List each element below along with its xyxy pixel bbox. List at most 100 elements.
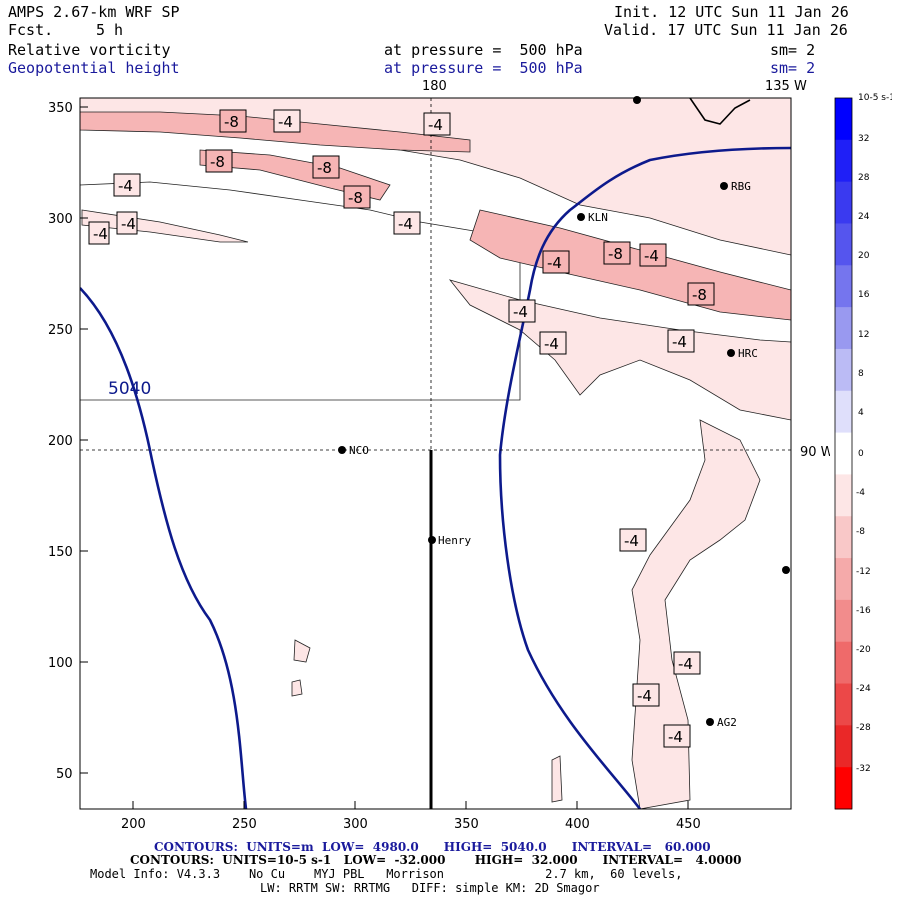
colorbar-cell	[835, 641, 852, 685]
contour-label: -8	[224, 113, 239, 131]
vort-plume-south	[631, 419, 761, 809]
colorbar-label: 12	[858, 330, 869, 340]
station-label: HRC	[738, 347, 758, 360]
field2-smoothing: sm= 2	[770, 59, 816, 77]
contour-label: -4	[513, 303, 528, 321]
colorbar-cell	[835, 348, 852, 392]
contour-label: -4	[668, 728, 683, 746]
colorbar-cell	[835, 599, 852, 643]
colorbar-frame	[834, 97, 853, 810]
colorbar-label: 20	[858, 251, 870, 261]
height-contour-east	[498, 146, 791, 809]
x-tick-label: 250	[232, 817, 257, 832]
colorbar-label: -16	[856, 606, 871, 616]
vorticity-map: 180 135 W 90 W 200 250 300 350 400 450 3…	[48, 79, 830, 832]
colorbar-label: 16	[858, 290, 870, 300]
colorbar-label: 24	[858, 212, 870, 222]
station-marker	[338, 446, 346, 454]
colorbar-cell	[835, 223, 852, 266]
field1-name: Relative vorticity	[8, 41, 171, 59]
y-tick-label: 50	[56, 767, 73, 782]
station-label: RBG	[731, 180, 751, 193]
colorbar-label: 4	[858, 408, 864, 418]
contour-label: -4	[547, 254, 562, 272]
station-marker	[727, 349, 735, 357]
vort-patch-b	[291, 679, 303, 697]
colorbar-cell	[835, 516, 852, 559]
colorbar-label: 8	[858, 369, 864, 379]
colorbar-cells	[835, 98, 852, 810]
forecast-label: Fcst.	[8, 21, 54, 39]
contour-label: -8	[348, 189, 363, 207]
contour-label: -4	[672, 333, 687, 351]
colorbar-unit: 10-5 s-1	[858, 93, 892, 103]
colorbar-label: -32	[856, 764, 871, 774]
colorbar-cell	[835, 181, 852, 224]
x-axis: 200 250 300 350 400 450	[121, 801, 701, 832]
vorticity-fill-layer	[80, 98, 791, 809]
valid-time: Valid. 17 UTC Sun 11 Jan 26	[604, 21, 848, 39]
colorbar-labels: 32 28 24 20 16 12 8 4 0 -4 -8 -12 -16 -2…	[856, 134, 871, 774]
lon-label-135w: 135 W	[765, 79, 807, 94]
colorbar-cell	[835, 767, 852, 810]
colorbar-label: -12	[856, 567, 871, 577]
contour-label: -4	[428, 116, 443, 134]
colorbar-cell	[835, 139, 852, 183]
y-tick-label: 300	[48, 212, 73, 227]
station-marker	[782, 566, 790, 574]
footer-model-info: Model Info: V4.3.3 No Cu MYJ PBL Morriso…	[90, 867, 683, 881]
contour-label: -8	[210, 153, 225, 171]
colorbar: 10-5 s-1 32 28 24 20 16 12 8 4 0 -4 -8 -…	[834, 93, 892, 810]
y-tick-label: 150	[48, 545, 73, 560]
station-label: NCO	[349, 444, 369, 457]
height-contour-label: 5040	[108, 379, 151, 399]
y-tick-label: 250	[48, 323, 73, 338]
contour-label: -8	[317, 159, 332, 177]
footer-physics-info: LW: RRTM SW: RRTMG DIFF: simple KM: 2D S…	[260, 881, 600, 895]
x-tick-label: 300	[343, 817, 368, 832]
lon-label-180: 180	[422, 79, 447, 94]
x-tick-label: 350	[454, 817, 479, 832]
colorbar-label: -8	[856, 527, 865, 537]
lon-label-90w: 90 W	[800, 445, 830, 460]
stations: NCO Henry KLN RBG HRC AG2	[338, 96, 790, 729]
colorbar-label: -4	[856, 488, 865, 498]
y-tick-label: 200	[48, 434, 73, 449]
contour-label: -4	[93, 225, 108, 243]
y-tick-label: 100	[48, 656, 73, 671]
contour-label: -4	[678, 655, 693, 673]
station-label: Henry	[438, 534, 471, 547]
colorbar-cell	[835, 390, 852, 434]
station-marker	[428, 536, 436, 544]
coastline-ne	[689, 98, 751, 125]
colorbar-cell	[835, 683, 852, 726]
field2-level: at pressure = 500 hPa	[384, 59, 583, 77]
init-time: Init. 12 UTC Sun 11 Jan 26	[614, 3, 849, 21]
footer-height-contours: CONTOURS: UNITS=m LOW= 4980.0 HIGH= 5040…	[154, 840, 711, 854]
colorbar-label: 28	[858, 173, 870, 183]
colorbar-label: -20	[856, 645, 871, 655]
contour-label: -4	[118, 177, 133, 195]
colorbar-cell	[835, 307, 852, 350]
y-axis: 350 300 250 200 150 100 50	[48, 101, 88, 782]
station-label: AG2	[717, 716, 737, 729]
vort-patch-c	[551, 755, 563, 803]
x-tick-label: 450	[676, 817, 701, 832]
station-marker	[720, 182, 728, 190]
y-tick-label: 350	[48, 101, 73, 116]
x-tick-label: 400	[565, 817, 590, 832]
plot-frame	[79, 97, 792, 810]
colorbar-cell	[835, 725, 852, 768]
field1-level: at pressure = 500 hPa	[384, 41, 583, 59]
station-marker	[706, 718, 714, 726]
x-tick-label: 200	[121, 817, 146, 832]
contour-label: -4	[637, 687, 652, 705]
colorbar-cell	[835, 98, 852, 141]
colorbar-cell	[835, 265, 852, 308]
contour-label: -4	[398, 215, 413, 233]
contour-label: -4	[121, 215, 136, 233]
station-marker	[577, 213, 585, 221]
contour-label: -4	[624, 532, 639, 550]
contour-label: -8	[608, 245, 623, 263]
field1-smoothing: sm= 2	[770, 41, 816, 59]
